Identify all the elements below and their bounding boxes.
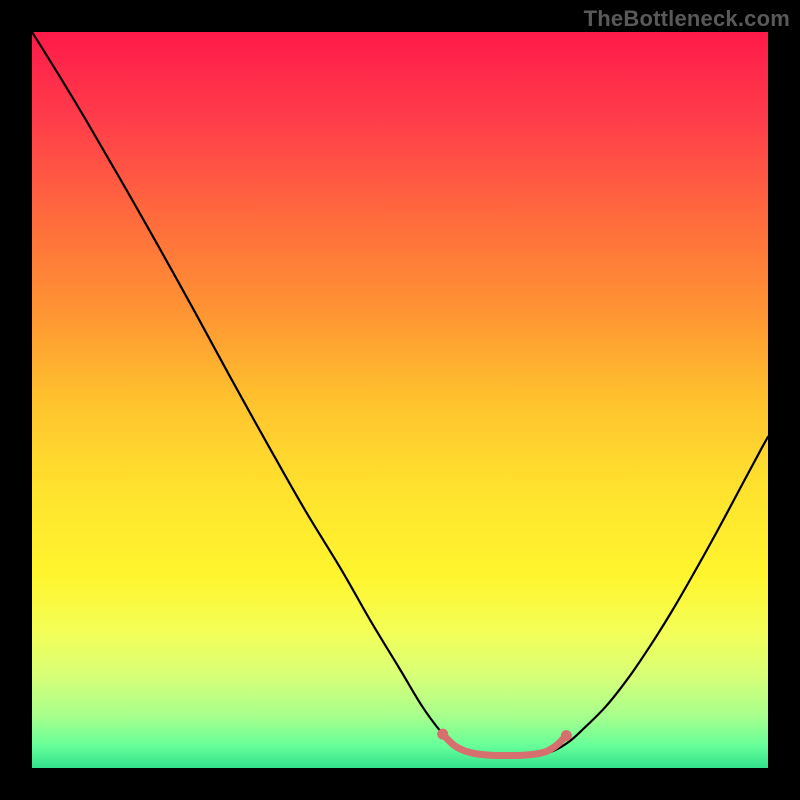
chart-container: TheBottleneck.com	[0, 0, 800, 800]
bottleneck-curve	[32, 32, 768, 756]
marker-dot-right	[561, 730, 572, 741]
plot-area	[32, 32, 768, 768]
curve-layer	[32, 32, 768, 768]
optimal-range-marker	[443, 734, 567, 755]
marker-dot-left	[437, 729, 448, 740]
watermark-text: TheBottleneck.com	[584, 6, 790, 32]
